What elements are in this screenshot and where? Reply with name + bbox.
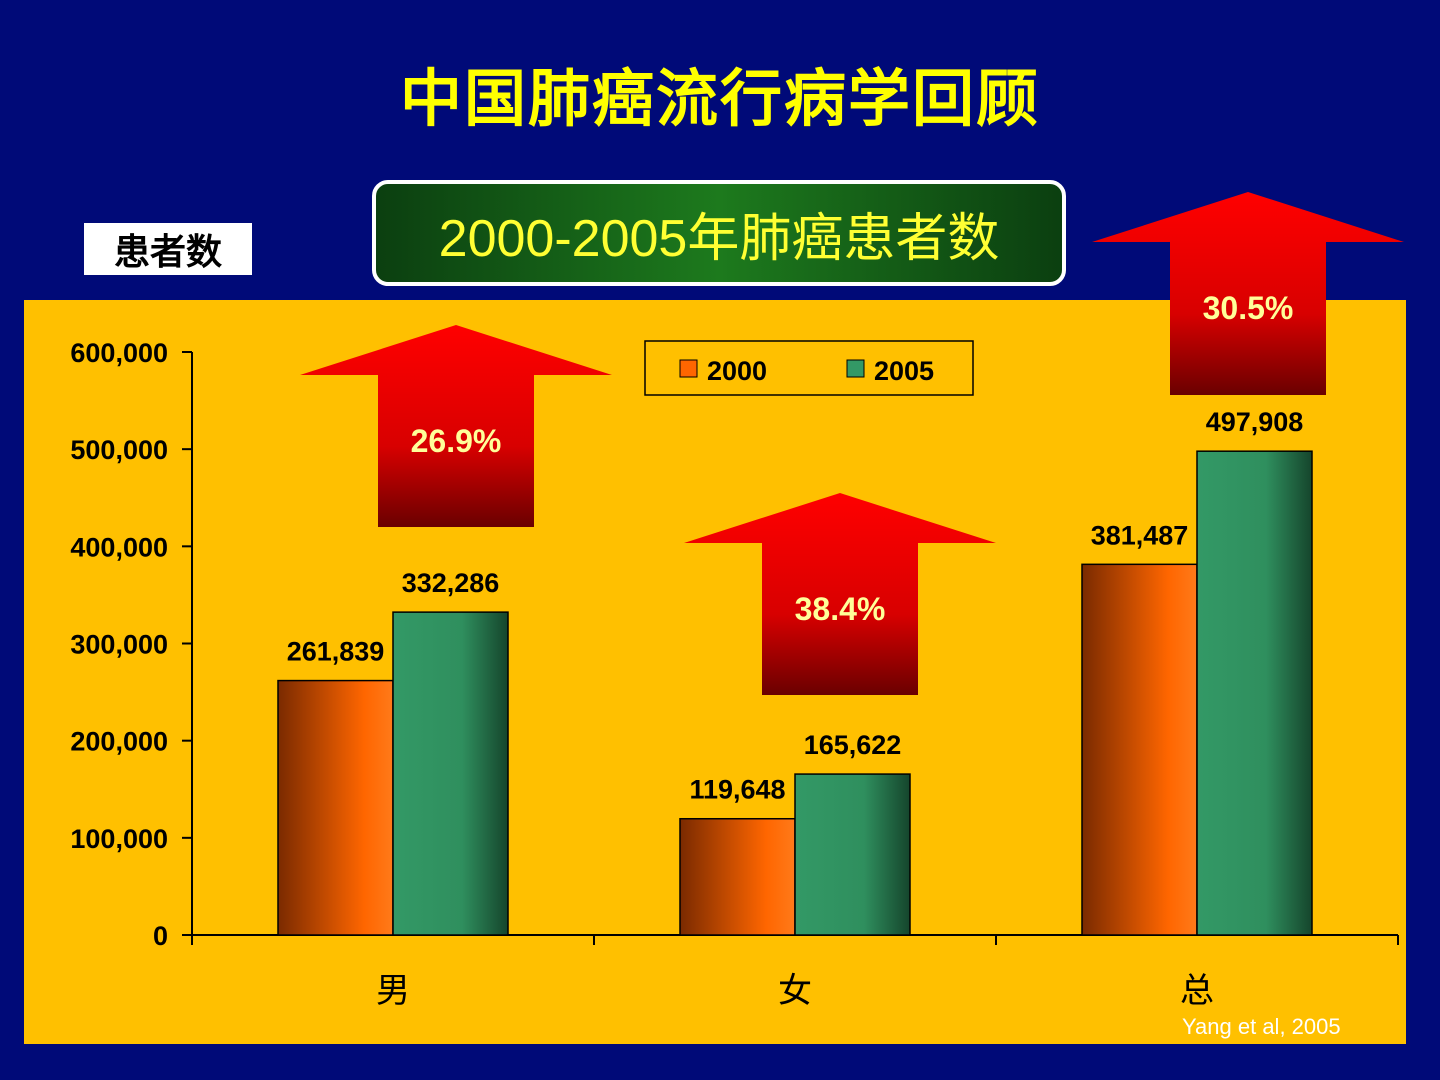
x-tick-label: 男: [376, 971, 410, 1011]
data-label: 381,487: [1091, 520, 1189, 550]
bar-2005-女: [794, 773, 911, 936]
bar-2000-总: [1081, 563, 1198, 936]
increase-label: 38.4%: [795, 591, 886, 627]
data-label: 261,839: [287, 637, 385, 667]
y-tick-label: 300,000: [70, 630, 168, 660]
y-tick-label: 200,000: [70, 727, 168, 757]
chart-subtitle: 2000-2005年肺癌患者数: [438, 209, 1000, 268]
x-tick-label: 总: [1180, 971, 1214, 1011]
data-label: 497,908: [1206, 407, 1304, 437]
y-tick-label: 100,000: [70, 824, 168, 854]
increase-label: 26.9%: [411, 423, 502, 459]
legend-swatch-2000: [679, 359, 698, 378]
data-label: 332,286: [402, 568, 500, 598]
legend-box: [644, 340, 974, 396]
y-tick-label: 0: [153, 921, 168, 951]
page-title: 中国肺癌流行病学回顾: [399, 62, 1040, 135]
source-citation: Yang et al, 2005: [1182, 1014, 1341, 1039]
chart-subtitle-box: 2000-2005年肺癌患者数: [372, 180, 1066, 286]
x-tick-label: 女: [778, 971, 812, 1011]
y-tick-label: 400,000: [70, 532, 168, 562]
y-tick-label: 500,000: [70, 435, 168, 465]
y-axis-label: 患者数: [84, 223, 252, 275]
increase-arrow: [300, 325, 612, 527]
increase-arrow: [1092, 192, 1404, 395]
y-tick-label: 600,000: [70, 338, 168, 368]
legend-label-2000: 2000: [707, 356, 767, 386]
increase-label: 30.5%: [1203, 290, 1294, 326]
data-label: 119,648: [689, 775, 785, 805]
legend-label-2005: 2005: [874, 356, 934, 386]
bar-2000-男: [277, 679, 394, 936]
bar-2005-总: [1196, 450, 1313, 936]
bar-2005-男: [392, 611, 509, 936]
increase-arrow: [684, 493, 996, 695]
legend-swatch-2005: [846, 359, 865, 378]
data-label: 165,622: [804, 730, 902, 760]
bar-2000-女: [679, 817, 796, 936]
